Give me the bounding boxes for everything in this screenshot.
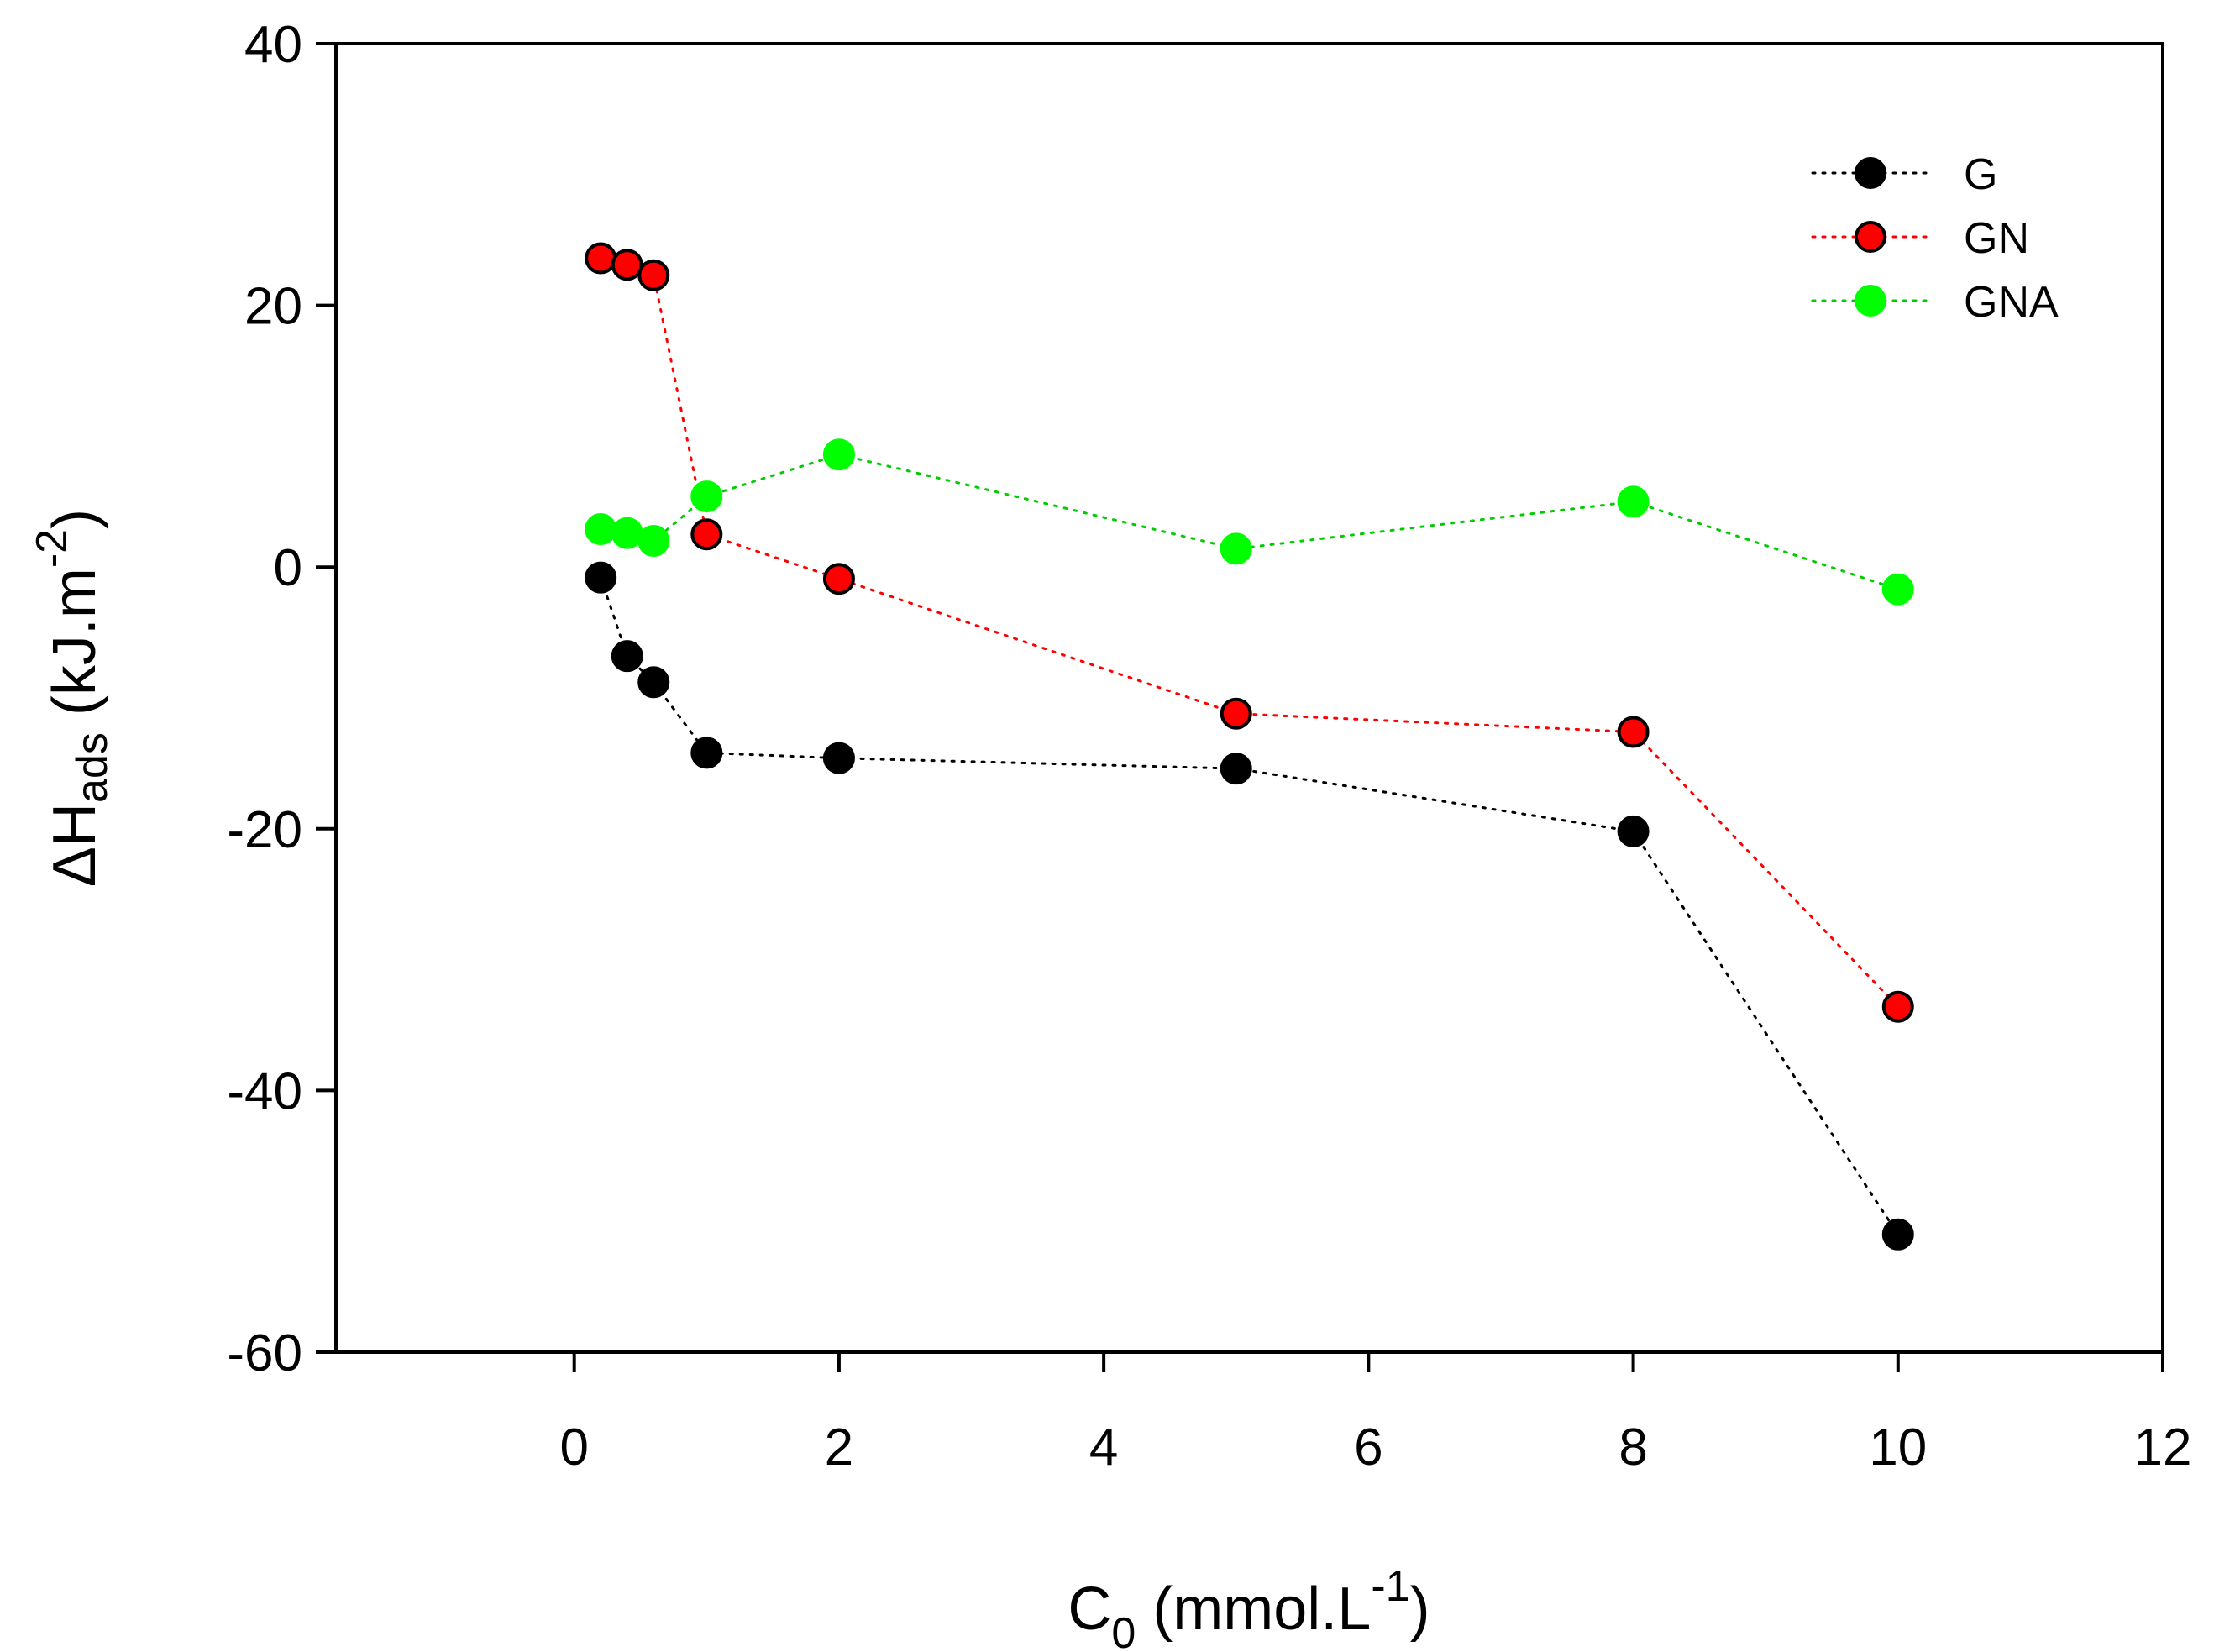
y-tick-label: -20 <box>227 801 302 859</box>
legend-gn-label: GN <box>1964 214 2029 263</box>
x-tick-label: 2 <box>825 1419 853 1476</box>
x-tick-label: 0 <box>559 1419 588 1476</box>
series-gn-point <box>611 249 643 281</box>
series-gna-point <box>585 513 617 546</box>
x-axis: 0 2 4 6 8 10 12 <box>559 1352 2191 1476</box>
y-tick-label: 20 <box>244 278 302 336</box>
series-gn-point <box>822 563 855 595</box>
series-gn-point <box>1617 716 1650 748</box>
x-axis-title-subscript: 0 <box>1111 1609 1136 1652</box>
x-tick-label: 8 <box>1619 1419 1647 1476</box>
legend: G GN GNA <box>1811 150 2059 327</box>
legend-gna-marker <box>1855 285 1886 317</box>
series-gna-point <box>1220 532 1252 565</box>
y-axis: -60 -40 -20 0 20 40 <box>227 16 336 1382</box>
series-gn <box>585 242 1914 1023</box>
y-axis-title-subscript: ads <box>68 732 117 803</box>
series-g <box>585 561 1914 1251</box>
series-g-line <box>599 576 1900 1236</box>
series-gn-point <box>1220 697 1252 730</box>
series-gna-line <box>599 453 1900 591</box>
series-g-point <box>690 737 723 769</box>
series-g-point <box>585 561 617 594</box>
x-tick-label: 10 <box>1869 1419 1927 1476</box>
series-gna-point <box>690 480 723 513</box>
series-gna-point <box>1617 485 1650 518</box>
x-axis-title-base: C <box>1068 1576 1111 1643</box>
series-gna-point <box>822 438 855 471</box>
y-axis-title: ΔHads (kJ.m-2) <box>28 509 117 887</box>
y-tick-label: -60 <box>227 1324 302 1382</box>
series-gn-line <box>599 257 1900 1009</box>
series-gna-point <box>611 517 643 549</box>
y-tick-label: 40 <box>244 16 302 74</box>
y-axis-title-close: ) <box>41 509 108 529</box>
legend-g-marker <box>1855 157 1886 189</box>
plot-area-frame <box>334 42 2164 1354</box>
series-gn-point <box>585 242 617 275</box>
legend-g-label: G <box>1964 150 1997 199</box>
data-series <box>585 242 1914 1251</box>
series-g-point <box>637 666 670 699</box>
series-g-point <box>1881 1218 1914 1251</box>
series-g-point <box>611 640 643 673</box>
series-g-point <box>822 742 855 774</box>
y-axis-title-superscript: -2 <box>28 529 76 568</box>
series-gn-point <box>1881 990 1914 1023</box>
y-axis-title-unit: (kJ.m <box>41 568 108 732</box>
y-tick-label: 0 <box>274 539 302 597</box>
x-tick-label: 6 <box>1354 1419 1382 1476</box>
y-axis-title-symbol: ΔH <box>41 803 108 887</box>
x-axis-title: C0 (mmol.L-1) <box>1068 1562 1430 1652</box>
series-gna-point <box>1881 573 1914 606</box>
series-gn-point <box>637 259 670 291</box>
series-g-point <box>1617 815 1650 847</box>
y-tick-label: -40 <box>227 1062 302 1120</box>
series-gna <box>585 438 1914 606</box>
x-axis-title-close: ) <box>1410 1576 1430 1643</box>
series-g-point <box>1220 753 1252 785</box>
x-axis-title-superscript: -1 <box>1371 1562 1409 1611</box>
series-gna-point <box>637 525 670 558</box>
legend-gn-marker <box>1855 221 1886 253</box>
legend-gna-label: GNA <box>1964 278 2059 327</box>
x-tick-label: 12 <box>2134 1419 2192 1476</box>
x-tick-label: 4 <box>1089 1419 1118 1476</box>
x-axis-title-unit: (mmol.L <box>1136 1576 1371 1643</box>
series-gn-point <box>690 518 723 551</box>
